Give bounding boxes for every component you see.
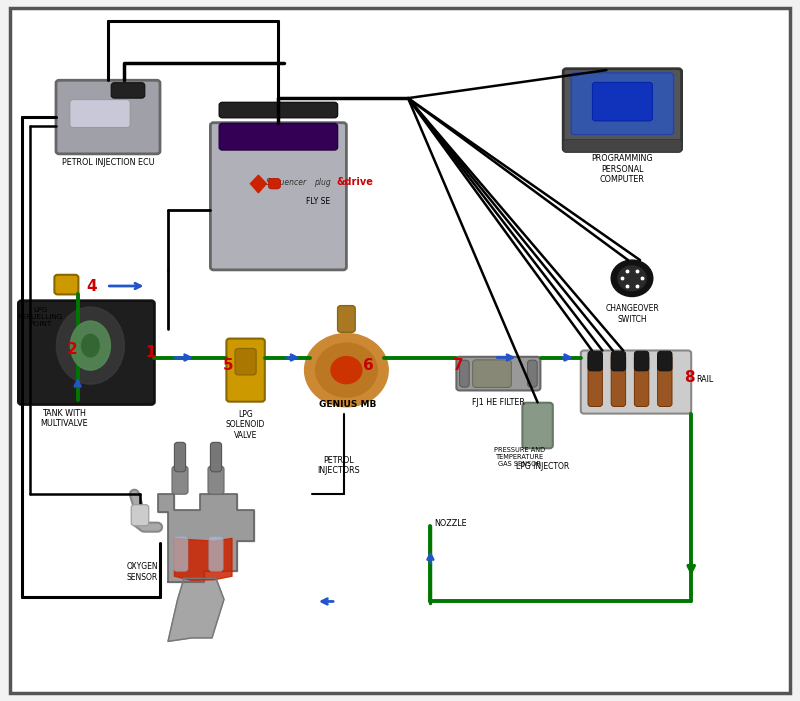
FancyBboxPatch shape (611, 351, 626, 371)
Text: LPG
SOLENOID
VALVE: LPG SOLENOID VALVE (226, 410, 266, 440)
FancyBboxPatch shape (634, 351, 649, 371)
FancyBboxPatch shape (658, 355, 672, 407)
Text: 2: 2 (66, 341, 78, 357)
FancyBboxPatch shape (459, 360, 469, 387)
Text: LPG
REFUELLING
POINT: LPG REFUELLING POINT (18, 307, 62, 327)
FancyBboxPatch shape (658, 351, 672, 371)
Text: 5: 5 (222, 358, 234, 374)
Text: PETROL
INJECTORS: PETROL INJECTORS (317, 456, 360, 475)
Polygon shape (158, 494, 254, 582)
Circle shape (618, 266, 646, 291)
Text: 8: 8 (684, 369, 695, 385)
FancyBboxPatch shape (219, 123, 338, 150)
Text: FJ1 HE FILTER: FJ1 HE FILTER (472, 398, 525, 407)
FancyBboxPatch shape (581, 350, 691, 414)
Text: GENIUS MB: GENIUS MB (319, 400, 377, 409)
Circle shape (611, 260, 653, 297)
FancyBboxPatch shape (563, 139, 682, 152)
Text: FLY SE: FLY SE (306, 198, 330, 206)
FancyBboxPatch shape (528, 360, 538, 387)
Ellipse shape (56, 307, 125, 384)
Text: OXYGEN
SENSOR: OXYGEN SENSOR (126, 562, 158, 582)
FancyBboxPatch shape (210, 442, 222, 472)
Text: LPG INJECTOR: LPG INJECTOR (516, 462, 570, 470)
FancyBboxPatch shape (172, 466, 188, 494)
FancyBboxPatch shape (456, 357, 541, 390)
FancyBboxPatch shape (174, 536, 188, 571)
FancyBboxPatch shape (522, 402, 553, 449)
FancyBboxPatch shape (54, 275, 78, 294)
Text: Sequencer: Sequencer (266, 178, 307, 186)
FancyBboxPatch shape (611, 355, 626, 407)
Circle shape (305, 334, 388, 407)
Polygon shape (174, 538, 232, 580)
Text: 6: 6 (362, 358, 374, 374)
Text: PETROL INJECTION ECU: PETROL INJECTION ECU (62, 158, 154, 167)
FancyBboxPatch shape (338, 306, 355, 332)
FancyBboxPatch shape (10, 8, 790, 693)
Text: plug: plug (314, 178, 331, 186)
Ellipse shape (70, 321, 110, 370)
FancyBboxPatch shape (634, 355, 649, 407)
Text: RAIL: RAIL (696, 376, 714, 384)
Text: TANK WITH
MULTIVALVE: TANK WITH MULTIVALVE (40, 409, 88, 428)
FancyBboxPatch shape (210, 123, 346, 270)
FancyBboxPatch shape (593, 82, 653, 121)
FancyBboxPatch shape (70, 100, 130, 128)
FancyBboxPatch shape (563, 69, 682, 151)
Circle shape (331, 357, 362, 383)
Text: CHANGEOVER
SWITCH: CHANGEOVER SWITCH (605, 304, 659, 324)
FancyBboxPatch shape (571, 73, 674, 135)
Text: &drive: &drive (336, 177, 373, 187)
FancyBboxPatch shape (219, 102, 338, 118)
FancyBboxPatch shape (588, 355, 602, 407)
Text: 1: 1 (145, 345, 156, 360)
FancyBboxPatch shape (588, 351, 602, 371)
FancyBboxPatch shape (174, 442, 186, 472)
FancyBboxPatch shape (226, 339, 265, 402)
FancyBboxPatch shape (18, 301, 154, 404)
Text: PRESSURE AND
TEMPERATURE
GAS SENSOR: PRESSURE AND TEMPERATURE GAS SENSOR (494, 447, 546, 467)
FancyBboxPatch shape (208, 466, 224, 494)
FancyBboxPatch shape (131, 505, 149, 526)
Text: PROGRAMMING
PERSONAL
COMPUTER: PROGRAMMING PERSONAL COMPUTER (591, 154, 654, 184)
Text: 7: 7 (453, 358, 464, 374)
Polygon shape (168, 578, 224, 641)
FancyBboxPatch shape (209, 536, 223, 571)
FancyBboxPatch shape (111, 83, 145, 98)
Circle shape (315, 343, 378, 397)
FancyBboxPatch shape (473, 360, 511, 388)
Ellipse shape (82, 334, 99, 357)
FancyBboxPatch shape (235, 348, 256, 375)
Polygon shape (250, 175, 266, 193)
FancyBboxPatch shape (56, 80, 160, 154)
FancyBboxPatch shape (268, 178, 280, 189)
Text: NOZZLE: NOZZLE (434, 519, 467, 528)
Text: 4: 4 (86, 278, 98, 294)
